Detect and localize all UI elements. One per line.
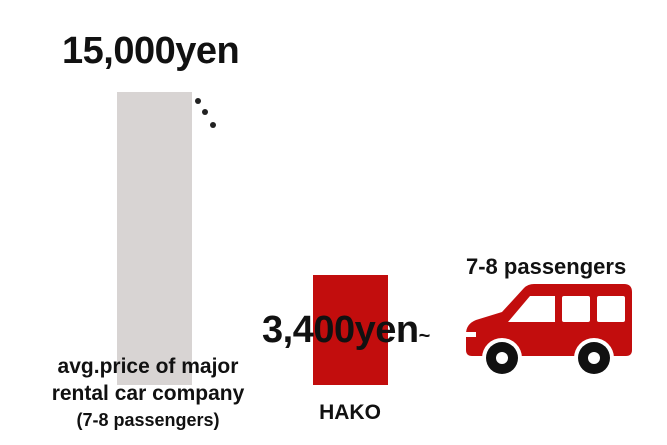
car-icon <box>466 284 632 378</box>
bar-value-label-hako: 3,400yen~ <box>262 309 430 352</box>
category-label-line: rental car company <box>51 382 245 405</box>
category-label-line: (7-8 passengers) <box>76 410 220 430</box>
hako-value-text: 3,400yen <box>262 309 419 351</box>
axis-break-marker <box>195 98 216 128</box>
category-label-line: avg.price of major <box>57 355 239 378</box>
bars-layer <box>117 92 388 385</box>
category-label-rental: avg.price of major rental car company (7… <box>22 353 274 434</box>
bar-rental <box>117 92 192 385</box>
car-caption: 7-8 passengers <box>466 254 627 279</box>
category-label-hako: HAKO <box>319 401 381 424</box>
bar-value-label-rental: 15,000yen <box>62 30 240 72</box>
value-suffix: ~ <box>418 325 431 347</box>
bar-hako <box>313 275 388 385</box>
